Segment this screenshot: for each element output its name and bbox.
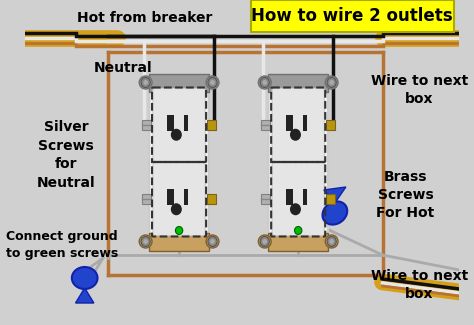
Text: Silver
Screws
for
Neutral: Silver Screws for Neutral: [37, 120, 96, 189]
Circle shape: [208, 237, 217, 246]
Bar: [261, 120, 270, 130]
Bar: [268, 232, 328, 251]
Ellipse shape: [325, 76, 338, 89]
Bar: [167, 189, 173, 205]
Bar: [149, 73, 209, 92]
Polygon shape: [75, 288, 94, 303]
FancyBboxPatch shape: [272, 88, 324, 161]
Text: Neutral: Neutral: [94, 61, 153, 75]
Bar: [142, 194, 151, 204]
Bar: [183, 189, 188, 205]
Circle shape: [294, 227, 302, 235]
Bar: [207, 120, 216, 130]
Bar: [261, 194, 270, 204]
Circle shape: [329, 80, 334, 85]
Text: Hot from breaker: Hot from breaker: [77, 11, 212, 25]
Ellipse shape: [139, 76, 152, 89]
FancyBboxPatch shape: [153, 163, 205, 236]
Polygon shape: [324, 187, 346, 203]
Ellipse shape: [72, 267, 98, 289]
Circle shape: [260, 237, 269, 246]
Ellipse shape: [322, 202, 347, 225]
FancyBboxPatch shape: [268, 85, 328, 239]
FancyBboxPatch shape: [272, 163, 324, 236]
Circle shape: [260, 77, 269, 87]
Bar: [303, 189, 307, 205]
Ellipse shape: [258, 76, 271, 89]
Bar: [149, 232, 209, 251]
Bar: [142, 120, 151, 130]
Circle shape: [171, 203, 182, 215]
Circle shape: [175, 227, 183, 235]
Circle shape: [210, 80, 215, 85]
Circle shape: [290, 203, 301, 215]
Circle shape: [208, 77, 217, 87]
Ellipse shape: [139, 235, 152, 248]
FancyBboxPatch shape: [251, 0, 454, 32]
Ellipse shape: [206, 235, 219, 248]
FancyBboxPatch shape: [149, 85, 209, 239]
Bar: [268, 73, 328, 92]
Text: Wire to next
box: Wire to next box: [371, 269, 468, 301]
Ellipse shape: [258, 235, 271, 248]
Circle shape: [329, 239, 334, 244]
Circle shape: [210, 239, 215, 244]
Circle shape: [143, 239, 148, 244]
Circle shape: [290, 129, 301, 141]
Bar: [303, 115, 307, 131]
Bar: [167, 115, 173, 131]
Text: How to wire 2 outlets: How to wire 2 outlets: [251, 7, 453, 25]
Circle shape: [141, 237, 150, 246]
Bar: [207, 194, 216, 204]
FancyBboxPatch shape: [153, 88, 205, 161]
Text: Wire to next
box: Wire to next box: [371, 74, 468, 106]
Bar: [183, 115, 188, 131]
Circle shape: [327, 77, 336, 87]
Bar: [326, 120, 335, 130]
Ellipse shape: [206, 76, 219, 89]
Circle shape: [171, 129, 182, 141]
Text: Brass
Screws
For Hot: Brass Screws For Hot: [376, 170, 435, 220]
Text: Connect ground
to green screws: Connect ground to green screws: [6, 230, 118, 260]
Bar: [286, 189, 293, 205]
Circle shape: [263, 80, 267, 85]
Circle shape: [327, 237, 336, 246]
Bar: [326, 194, 335, 204]
Ellipse shape: [325, 235, 338, 248]
Circle shape: [141, 77, 150, 87]
Circle shape: [143, 80, 148, 85]
Bar: [286, 115, 293, 131]
Circle shape: [263, 239, 267, 244]
